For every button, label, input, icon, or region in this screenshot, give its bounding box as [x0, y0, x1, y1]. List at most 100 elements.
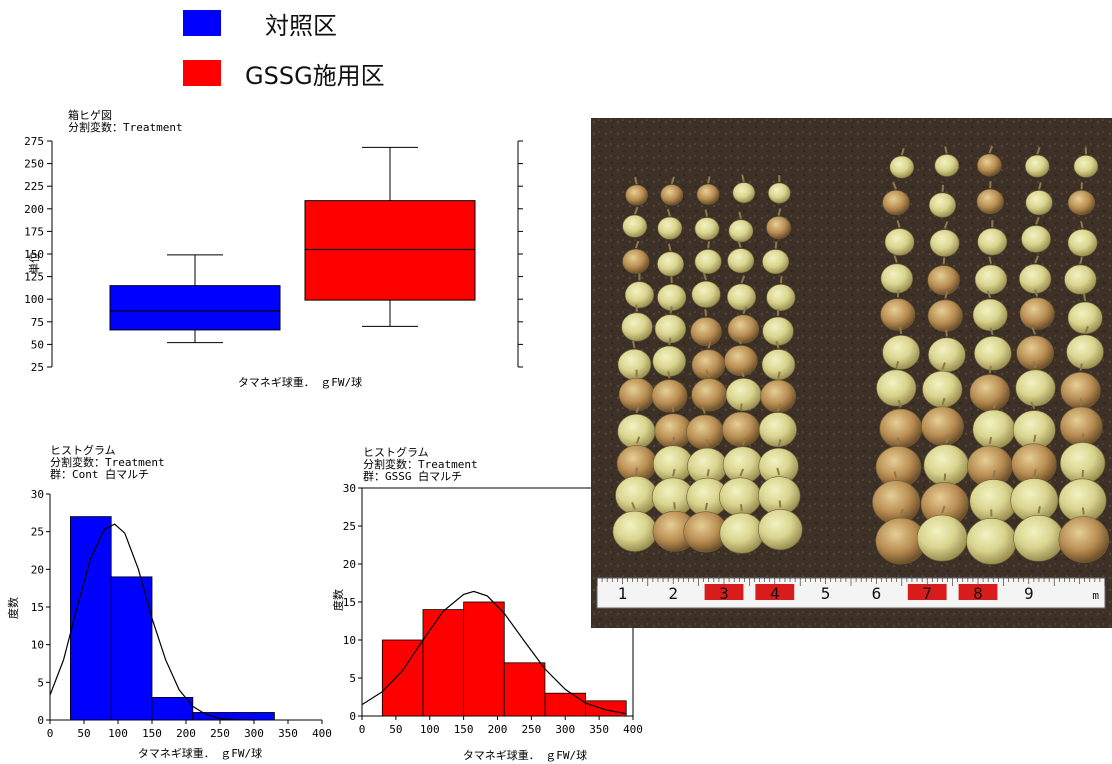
- hist-x-tick-label: 200: [488, 723, 508, 736]
- onion-neck: [737, 240, 742, 248]
- boxplot-y-tick-label: 50: [31, 338, 44, 351]
- onion-neck: [739, 468, 745, 477]
- onion-neck: [704, 209, 708, 217]
- onion-bulb: [889, 155, 915, 179]
- onion-neck: [777, 208, 782, 216]
- onion-bulb: [696, 183, 720, 205]
- onion-bulb: [724, 345, 758, 377]
- ruler-number: 5: [821, 584, 831, 603]
- onion-bulb: [928, 192, 957, 218]
- onion-bulb: [1067, 301, 1103, 335]
- hist-x-tick-label: 300: [244, 727, 264, 740]
- onion-bulb: [660, 184, 684, 206]
- onion-bulb: [652, 445, 694, 483]
- hist-bar: [422, 609, 465, 717]
- ruler-number: 9: [1024, 584, 1034, 603]
- onion-neck: [897, 400, 902, 408]
- onion-neck: [705, 439, 709, 447]
- onion-harvest-photo: 1 2 3 4 5 6 7 8 9 m: [591, 118, 1112, 628]
- onion-neck: [896, 220, 901, 228]
- onion-neck: [673, 502, 676, 510]
- onion-neck: [1081, 433, 1085, 441]
- boxplot-y-tick-label: 250: [24, 158, 44, 171]
- onion-bulb: [1059, 406, 1103, 447]
- onion-neck: [672, 468, 676, 477]
- ruler-number: 4: [770, 584, 780, 603]
- onion-neck: [702, 272, 708, 281]
- onion-bulb: [922, 370, 963, 408]
- onion-bulb: [622, 248, 650, 274]
- onion-bulb: [921, 406, 964, 446]
- hist-x-tick-label: 50: [77, 727, 90, 740]
- box-iqr: [109, 285, 281, 331]
- hist-bar: [503, 662, 546, 717]
- ruler-number: 1: [618, 584, 628, 603]
- onion-neck: [988, 436, 993, 445]
- onion-neck: [945, 435, 950, 444]
- onion-bulb: [879, 408, 923, 449]
- boxplot-ylabel: 単位: [27, 252, 41, 274]
- onion-bulb: [694, 217, 720, 241]
- onion-bulb: [657, 251, 685, 277]
- onion-neck: [775, 340, 780, 349]
- hist-y-tick-label: 30: [31, 488, 44, 501]
- onion-bulb: [1066, 334, 1104, 370]
- hist-x-tick-label: 100: [108, 727, 128, 740]
- onion-bulb: [722, 411, 761, 447]
- onion-bulb: [657, 216, 683, 240]
- boxplot-y-tick-label: 125: [24, 271, 44, 284]
- onion-neck: [989, 327, 994, 336]
- onion-neck: [1037, 506, 1041, 514]
- onion-neck: [777, 439, 782, 447]
- onion-neck: [631, 501, 636, 510]
- hist-y-tick-label: 10: [343, 634, 356, 647]
- onion-neck: [704, 502, 709, 511]
- boxplot-y-tick-label: 150: [24, 248, 44, 261]
- onion-neck: [633, 206, 639, 215]
- onion-bulb: [690, 317, 722, 347]
- onion-bulb: [966, 518, 1017, 565]
- onion-bulb: [927, 299, 963, 332]
- onion-neck: [701, 406, 706, 414]
- onion-neck: [740, 403, 743, 411]
- onion-neck: [666, 208, 671, 217]
- onion-neck: [988, 145, 994, 154]
- ruler-number: 3: [719, 584, 729, 603]
- ruler-unit: m: [1092, 589, 1099, 602]
- onion-bulb: [884, 228, 915, 256]
- onion-neck: [668, 337, 672, 345]
- hist-gssg-group: 群：GSSG 白マルチ: [363, 470, 463, 483]
- onion-neck: [740, 504, 743, 512]
- boxplot-title: 箱ヒゲ図: [68, 109, 112, 122]
- ruler-number: 7: [922, 584, 932, 603]
- onion-bulb: [625, 184, 648, 206]
- onion-bulb: [719, 477, 762, 517]
- ruler-number: 8: [973, 584, 983, 603]
- onion-neck: [707, 241, 711, 249]
- onion-bulb: [727, 314, 760, 344]
- hist-y-tick-label: 15: [31, 601, 44, 614]
- onion-neck: [1031, 326, 1037, 335]
- hist-x-tick-label: 150: [142, 727, 162, 740]
- onion-neck: [1080, 220, 1084, 229]
- onion-neck: [1036, 146, 1041, 155]
- onion-neck: [942, 257, 946, 265]
- onion-bulb: [694, 249, 722, 275]
- hist-bar: [544, 692, 586, 717]
- ruler-red-segment: [958, 584, 998, 600]
- onion-neck: [941, 397, 946, 406]
- box-iqr: [304, 200, 476, 301]
- onion-neck: [895, 360, 900, 369]
- onion-bulb: [882, 335, 920, 370]
- onion-neck: [945, 329, 948, 337]
- onion-bulb: [766, 216, 791, 240]
- onion-bulb: [727, 248, 755, 274]
- onion-neck: [941, 505, 946, 514]
- onion-bulb: [726, 283, 757, 311]
- onion-bulb: [928, 337, 966, 373]
- boxplot-y-tick-label: 25: [31, 361, 44, 374]
- onion-neck: [738, 211, 742, 220]
- onion-neck: [779, 276, 783, 284]
- onion-neck: [1083, 293, 1087, 301]
- onion-neck: [944, 146, 948, 154]
